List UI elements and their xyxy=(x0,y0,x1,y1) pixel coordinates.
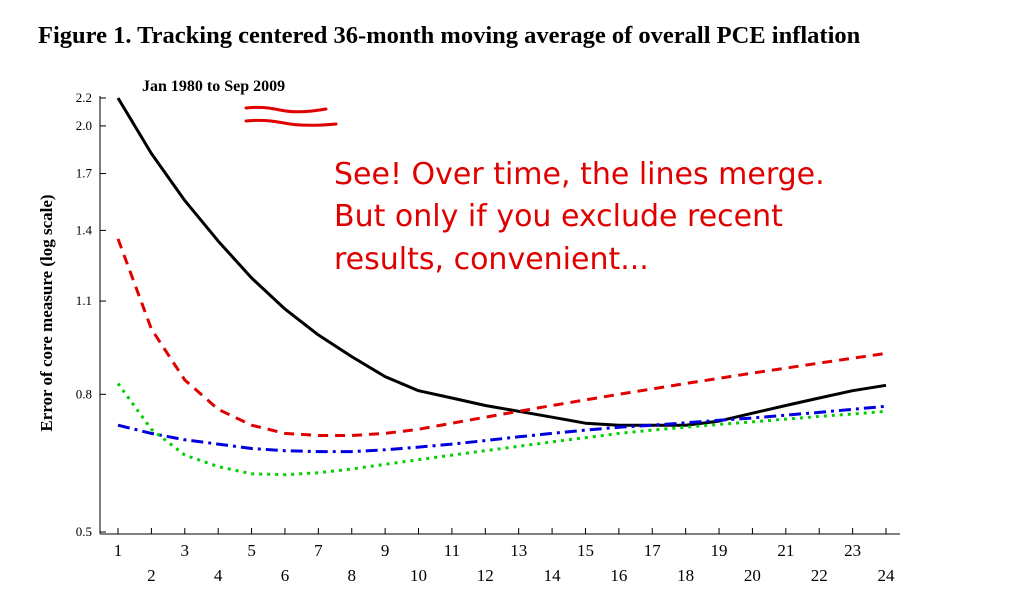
x-tick-label: 21 xyxy=(777,541,794,560)
annotation-line-2: But only if you exclude recent xyxy=(334,199,783,234)
annotation: See! Over time, the lines merge. But onl… xyxy=(334,157,825,277)
x-tick-label: 22 xyxy=(811,566,828,585)
y-tick-label: 1.4 xyxy=(76,222,93,237)
x-tick-label: 23 xyxy=(844,541,861,560)
y-axis-label: Error of core measure (log scale) xyxy=(37,194,56,431)
x-tick-label: 5 xyxy=(247,541,256,560)
x-tick-label: 16 xyxy=(610,566,627,585)
x-tick-label: 4 xyxy=(214,566,223,585)
y-tick-label: 1.1 xyxy=(76,293,92,308)
y-tick-label: 0.8 xyxy=(76,386,92,401)
annotation-line-3: results, convenient... xyxy=(334,242,649,277)
chart-axes xyxy=(99,96,900,535)
series-line-dotted xyxy=(116,382,887,477)
x-tick-label: 7 xyxy=(314,541,323,560)
x-tick-label: 3 xyxy=(181,541,190,560)
y-axis-ticks: 0.5 0.8 1.1 1.4 1.7 2.0 2.2 xyxy=(76,90,106,539)
series-line-dashed xyxy=(116,238,887,437)
x-tick-label: 8 xyxy=(347,566,356,585)
x-tick-label: 6 xyxy=(281,566,290,585)
x-tick-label: 2 xyxy=(147,566,156,585)
y-tick-label: 0.5 xyxy=(76,524,92,539)
x-tick-label: 10 xyxy=(410,566,427,585)
chart-subtitle: Jan 1980 to Sep 2009 xyxy=(142,78,285,95)
figure-title: Figure 1. Tracking centered 36-month mov… xyxy=(38,22,861,49)
x-tick-label: 9 xyxy=(381,541,390,560)
y-tick-label: 2.2 xyxy=(76,90,92,105)
x-tick-label: 20 xyxy=(744,566,761,585)
x-tick-label: 15 xyxy=(577,541,594,560)
annotation-line-1: See! Over time, the lines merge. xyxy=(334,157,825,192)
y-tick-label: 1.7 xyxy=(76,166,93,181)
y-tick-label: 2.0 xyxy=(76,118,92,133)
x-tick-label: 14 xyxy=(544,566,562,585)
series-line-dashdot xyxy=(117,404,887,454)
x-tick-label: 19 xyxy=(711,541,728,560)
x-tick-label: 13 xyxy=(510,541,527,560)
series-lines xyxy=(116,97,887,477)
x-tick-label: 1 xyxy=(114,541,123,560)
x-tick-label: 17 xyxy=(644,541,662,560)
x-tick-label: 11 xyxy=(444,541,460,560)
red-underline-scribble xyxy=(244,105,338,127)
x-tick-label: 12 xyxy=(477,566,494,585)
x-tick-label: 24 xyxy=(878,566,896,585)
series-line-solid xyxy=(116,97,887,427)
x-tick-label: 18 xyxy=(677,566,694,585)
